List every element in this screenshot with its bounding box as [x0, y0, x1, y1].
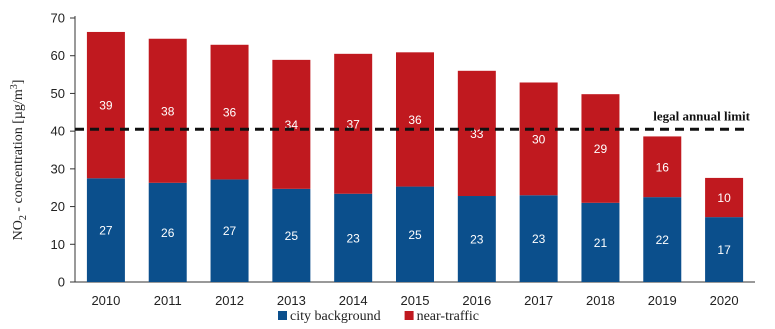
- bar-value-label: 23: [532, 232, 546, 246]
- bar-value-label: 36: [223, 106, 237, 120]
- bar-segment: [86, 178, 125, 282]
- legend-label: city background: [290, 309, 381, 324]
- bar-value-label: 25: [408, 228, 422, 242]
- y-tick-label: 20: [51, 199, 65, 214]
- bar-value-label: 29: [594, 142, 608, 156]
- bar-segment: [705, 217, 744, 282]
- bar-segment: [396, 186, 434, 282]
- bar-segment: [705, 177, 744, 218]
- y-tick-label: 0: [58, 275, 65, 290]
- bar-value-label: 27: [99, 224, 113, 238]
- bar-segment: [396, 52, 434, 187]
- x-tick-label: 2017: [524, 293, 553, 308]
- x-tick-label: 2016: [462, 293, 491, 308]
- bar-value-label: 26: [161, 226, 175, 240]
- x-tick-label: 2014: [339, 293, 368, 308]
- y-axis-label: NO2 - concentration [µg/m3]: [9, 80, 29, 241]
- bar-segment: [148, 38, 187, 183]
- bar-value-label: 16: [656, 160, 670, 174]
- x-tick-label: 2012: [215, 293, 244, 308]
- bar-segment: [581, 94, 620, 203]
- y-tick-label: 30: [51, 161, 65, 176]
- x-axis: 2010 2011 2012 2013 2014 2015 2016 2017 2018 2019…: [75, 281, 755, 308]
- x-tick-label: 2020: [710, 293, 739, 308]
- reference-line-group: legal annual limit: [75, 108, 751, 131]
- legal-limit-label: legal annual limit: [653, 108, 750, 123]
- bar-value-label: 23: [470, 233, 484, 247]
- legend: city background near-traffic: [278, 309, 479, 324]
- bar-segment: [334, 53, 373, 194]
- x-tick-label: 2019: [648, 293, 677, 308]
- bar-value-label: 21: [594, 236, 608, 250]
- x-tick-label: 2011: [154, 293, 182, 308]
- y-axis: 0 10 20 30 40 50 60 70: [51, 11, 76, 290]
- bar-value-label: 30: [532, 132, 546, 146]
- bar-segment: [272, 188, 311, 282]
- y-tick-label: 60: [51, 48, 65, 63]
- bar-value-label: 17: [717, 243, 731, 257]
- bar-value-label: 10: [717, 191, 731, 205]
- bars: 2739263827362534233725362333233021292216…: [86, 31, 744, 282]
- bar-value-label: 22: [656, 233, 670, 247]
- bar-segment: [519, 82, 558, 196]
- bar-segment: [457, 70, 496, 197]
- x-tick-label: 2010: [91, 293, 120, 308]
- y-tick-label: 50: [51, 86, 65, 101]
- bar-segment: [581, 202, 620, 282]
- bar-value-label: 38: [161, 104, 175, 118]
- bar-value-label: 27: [223, 224, 237, 238]
- bar-value-label: 25: [285, 229, 299, 243]
- bar-segment: [457, 196, 496, 282]
- bar-segment: [334, 193, 373, 282]
- x-tick-label: 2018: [586, 293, 615, 308]
- legend-swatch: [404, 311, 414, 320]
- x-tick-label: 2013: [277, 293, 306, 308]
- bar-value-label: 39: [99, 99, 113, 113]
- y-tick-label: 70: [51, 11, 65, 26]
- bar-segment: [86, 31, 125, 179]
- bar-segment: [643, 197, 682, 282]
- y-tick-label: 40: [51, 124, 65, 139]
- bar-segment: [272, 59, 311, 189]
- legend-label: near-traffic: [417, 309, 479, 324]
- bar-segment: [210, 44, 249, 180]
- y-tick-label: 10: [51, 237, 65, 252]
- bar-segment: [519, 195, 558, 282]
- bar-segment: [643, 136, 682, 198]
- bar-segment: [148, 182, 187, 282]
- bar-segment: [210, 179, 249, 282]
- bar-value-label: 23: [347, 231, 361, 245]
- legend-swatch: [278, 311, 287, 320]
- x-tick-label: 2015: [401, 293, 430, 308]
- bar-value-label: 36: [408, 113, 422, 127]
